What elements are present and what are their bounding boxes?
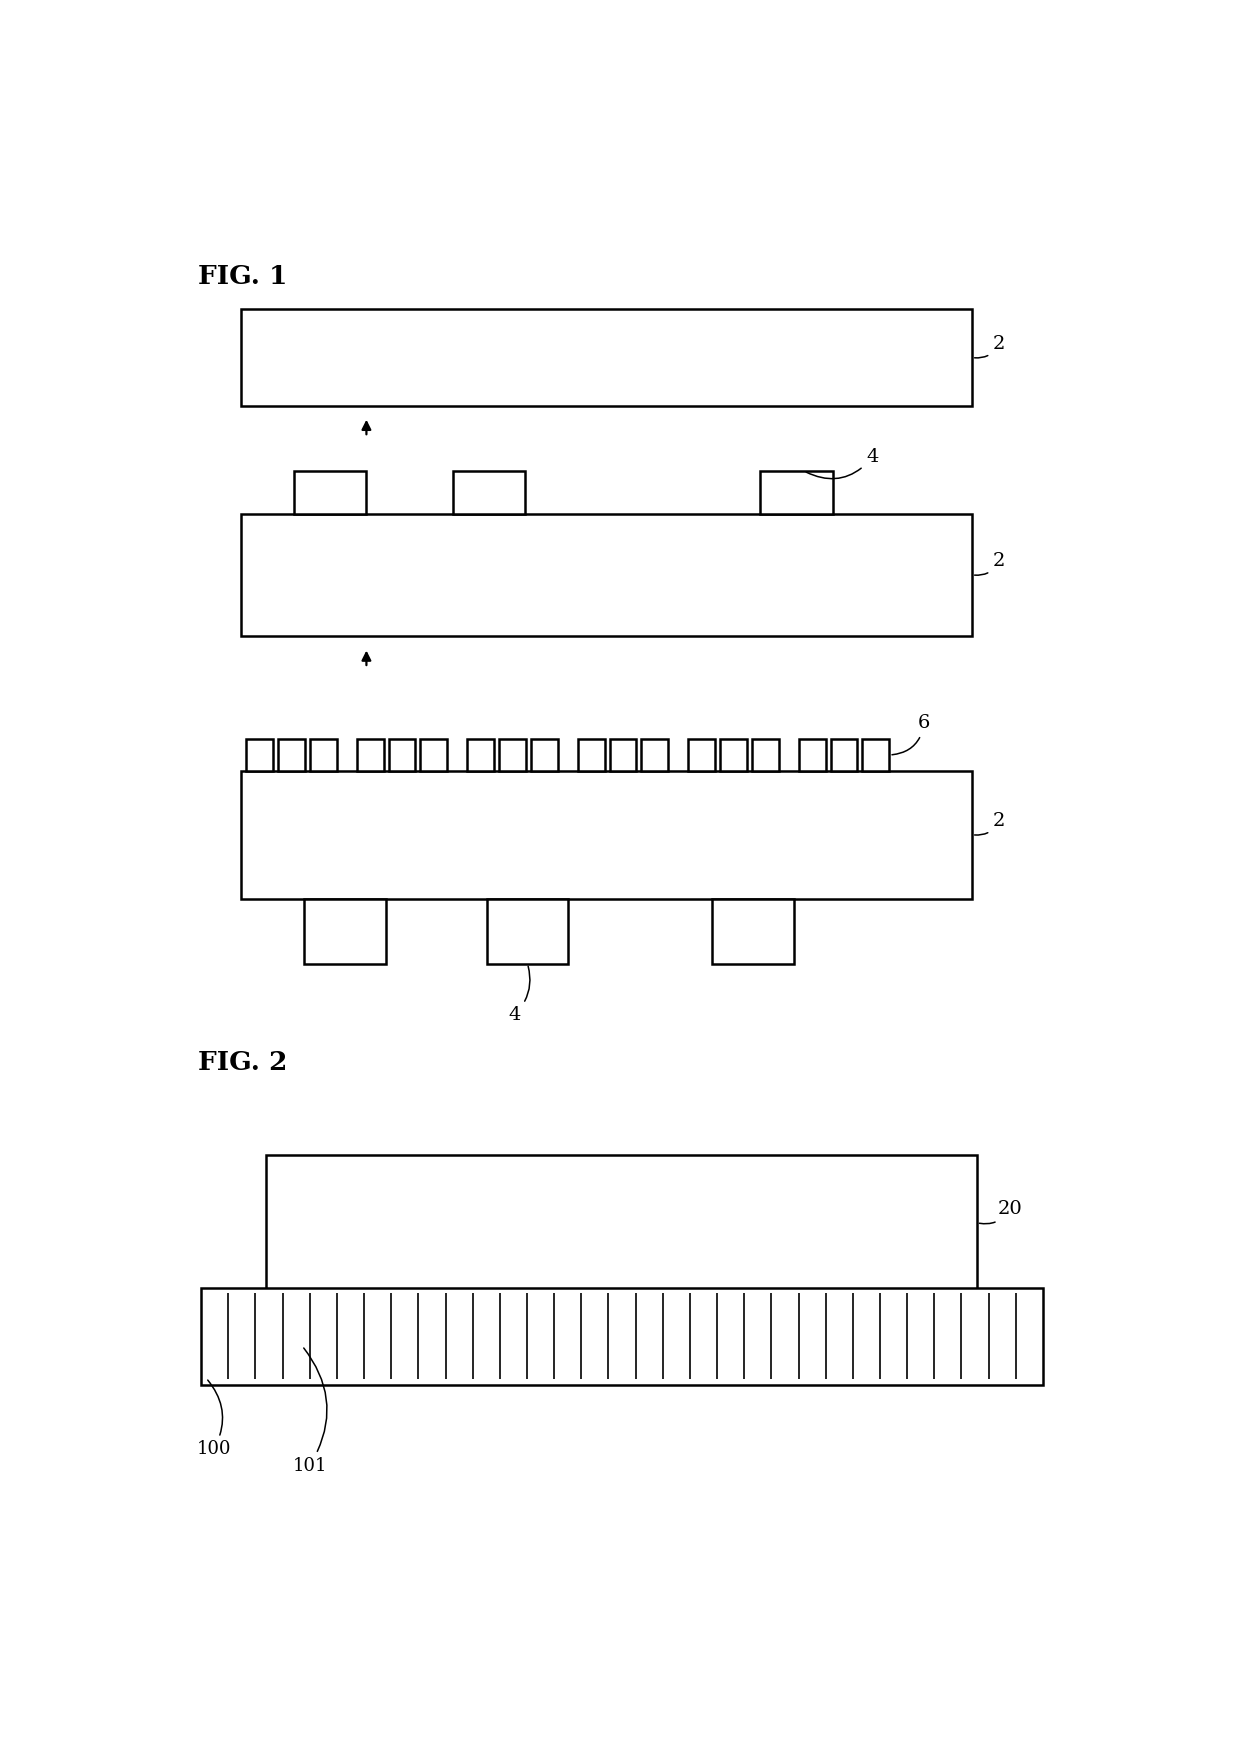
Bar <box>688 740 715 771</box>
Bar <box>467 740 495 771</box>
Bar <box>388 740 415 771</box>
Bar <box>751 740 779 771</box>
Text: FIG. 1: FIG. 1 <box>198 265 288 289</box>
Text: 2: 2 <box>975 335 1006 358</box>
Bar <box>720 740 746 771</box>
Bar <box>531 740 558 771</box>
Bar <box>242 771 972 899</box>
Bar <box>278 740 305 771</box>
Text: 101: 101 <box>293 1348 327 1474</box>
Text: 6: 6 <box>892 713 930 756</box>
Bar <box>357 740 383 771</box>
Bar <box>420 740 448 771</box>
Bar <box>862 740 889 771</box>
Bar <box>712 899 794 964</box>
Text: FIG. 2: FIG. 2 <box>198 1050 288 1075</box>
Bar <box>242 514 972 636</box>
Bar <box>201 1287 1043 1385</box>
Bar <box>265 1155 977 1290</box>
Text: 4: 4 <box>508 966 529 1024</box>
Bar <box>760 472 832 514</box>
Bar <box>294 472 367 514</box>
Bar <box>498 740 526 771</box>
Bar <box>304 899 386 964</box>
Bar <box>486 899 568 964</box>
Bar <box>242 309 972 407</box>
Text: 4: 4 <box>806 449 878 479</box>
Text: 2: 2 <box>975 552 1006 575</box>
Bar <box>247 740 273 771</box>
Text: 2: 2 <box>975 812 1006 834</box>
Bar <box>799 740 826 771</box>
Text: 20: 20 <box>980 1201 1023 1224</box>
Bar <box>578 740 605 771</box>
Bar <box>610 740 636 771</box>
Bar <box>831 740 858 771</box>
Bar <box>310 740 336 771</box>
Bar <box>453 472 525 514</box>
Bar <box>641 740 668 771</box>
Text: 100: 100 <box>196 1380 231 1458</box>
